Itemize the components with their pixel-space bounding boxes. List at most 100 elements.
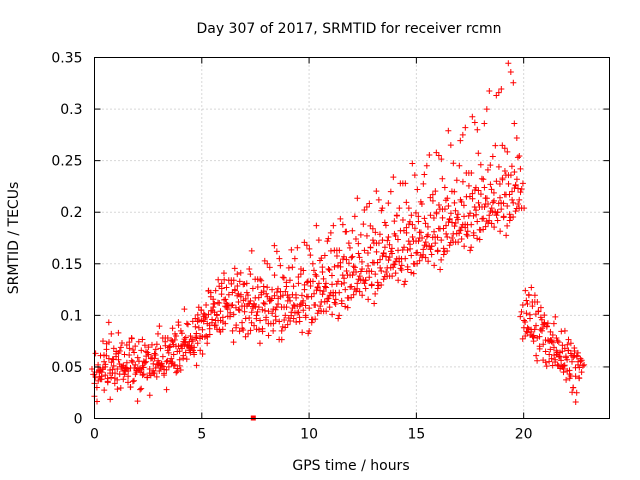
data-point — [169, 325, 176, 332]
data-point — [256, 340, 263, 347]
data-point — [365, 262, 372, 269]
data-point — [450, 160, 457, 167]
data-point — [349, 253, 356, 260]
data-point — [513, 176, 520, 183]
data-point — [444, 233, 451, 240]
data-point — [461, 243, 468, 250]
data-point — [427, 212, 434, 219]
data-point — [160, 370, 167, 377]
data-point — [555, 339, 562, 346]
data-point — [348, 294, 355, 301]
data-point — [183, 320, 190, 327]
data-point — [574, 349, 581, 356]
data-point — [249, 285, 256, 292]
data-point — [387, 188, 394, 195]
data-point — [182, 339, 189, 346]
data-point — [403, 224, 410, 231]
data-point — [508, 163, 515, 170]
data-point — [329, 311, 336, 318]
data-point — [332, 301, 339, 308]
data-point — [475, 150, 482, 157]
data-point — [361, 280, 368, 287]
data-point — [371, 300, 378, 307]
data-point — [433, 149, 440, 156]
data-point — [553, 347, 560, 354]
data-point — [524, 324, 531, 331]
data-point — [145, 344, 152, 351]
data-point — [433, 209, 440, 216]
data-point — [399, 216, 406, 223]
data-point — [140, 371, 147, 378]
data-point — [479, 215, 486, 222]
data-point — [343, 268, 350, 275]
data-point — [573, 389, 580, 396]
data-point — [210, 304, 217, 311]
data-point — [546, 351, 553, 358]
data-point — [290, 283, 297, 290]
data-point — [495, 163, 502, 170]
data-point — [549, 362, 556, 369]
data-point — [153, 373, 160, 380]
data-point — [147, 372, 154, 379]
data-point — [472, 184, 479, 191]
data-point — [496, 180, 503, 187]
data-point — [549, 339, 556, 346]
data-point — [401, 281, 408, 288]
data-point — [374, 279, 381, 286]
data-point — [304, 278, 311, 285]
data-point — [488, 220, 495, 227]
data-point — [210, 296, 217, 303]
data-point — [225, 291, 232, 298]
data-point — [176, 356, 183, 363]
data-point — [192, 334, 199, 341]
data-point — [440, 225, 447, 232]
data-point — [338, 281, 345, 288]
data-point — [190, 349, 197, 356]
data-point — [117, 344, 124, 351]
data-point — [420, 246, 427, 253]
data-point — [572, 373, 579, 380]
data-point — [415, 238, 422, 245]
data-point — [404, 246, 411, 253]
data-point — [269, 310, 276, 317]
data-point — [327, 229, 334, 236]
data-point — [292, 291, 299, 298]
data-point — [334, 262, 341, 269]
data-point — [174, 368, 181, 375]
data-point — [440, 245, 447, 252]
data-point — [481, 120, 488, 127]
data-point — [498, 206, 505, 213]
data-point — [273, 248, 280, 255]
data-point — [131, 349, 138, 356]
data-point — [386, 241, 393, 248]
data-point — [459, 131, 466, 138]
data-point — [572, 398, 579, 405]
data-point — [422, 239, 429, 246]
data-point — [321, 283, 328, 290]
data-point — [320, 288, 327, 295]
data-point — [529, 298, 536, 305]
data-point — [129, 378, 136, 385]
data-point — [519, 302, 526, 309]
data-point — [206, 331, 213, 338]
data-point — [390, 174, 397, 181]
data-point — [379, 237, 386, 244]
data-point — [119, 363, 126, 370]
data-point — [493, 212, 500, 219]
data-point — [344, 304, 351, 311]
data-point — [521, 205, 528, 212]
data-point — [336, 312, 343, 319]
data-point — [348, 254, 355, 261]
data-point — [315, 280, 322, 287]
data-point — [395, 277, 402, 284]
data-point — [181, 336, 188, 343]
data-point — [251, 322, 258, 329]
data-point — [421, 215, 428, 222]
data-point — [421, 171, 428, 178]
data-point — [282, 312, 289, 319]
data-point — [148, 341, 155, 348]
data-point — [176, 362, 183, 369]
data-point — [380, 276, 387, 283]
data-point — [384, 273, 391, 280]
